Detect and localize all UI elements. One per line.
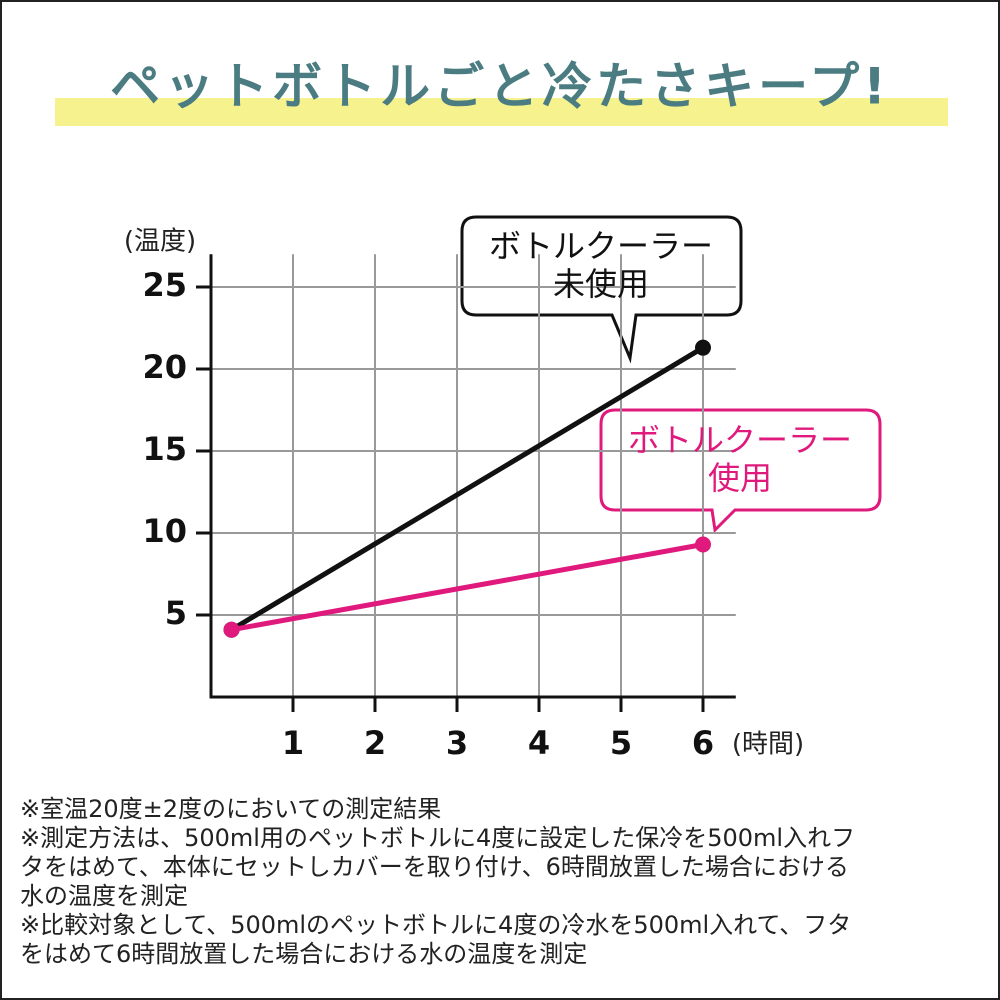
data-point <box>223 621 240 638</box>
y-tick-label: 10 <box>142 512 187 550</box>
x-tick-label: 2 <box>364 724 386 762</box>
y-tick-label: 5 <box>165 594 187 632</box>
footnote: ※比較対象として、500mlのペットボトルに4度の冷水を500ml入れて、フタ <box>20 911 851 939</box>
callout-text: ボトルクーラー <box>628 421 852 459</box>
data-point <box>695 339 711 356</box>
callout-text: ボトルクーラー <box>489 227 713 265</box>
footnote: 水の温度を測定 <box>20 882 188 910</box>
y-tick-label: 25 <box>142 266 187 304</box>
title-highlight <box>55 98 948 126</box>
data-point <box>695 536 711 553</box>
footnote: ※測定方法は、500ml用のペットボトルに4度に設定した保冷を500ml入れフ <box>20 824 855 852</box>
footnote: タをはめて、本体にセットしカバーを取り付け、6時間放置した場合における <box>20 853 849 881</box>
x-tick-label: 5 <box>610 724 632 762</box>
callout-box <box>599 408 882 534</box>
chart-title: ペットボトルごと冷たさキープ! <box>110 58 890 116</box>
y-tick-label: 15 <box>142 430 187 468</box>
footnote: ※室温20度±2度のにおいての測定結果 <box>20 795 441 823</box>
y-axis-label: (温度) <box>124 227 196 257</box>
x-tick-label: 1 <box>282 724 304 762</box>
x-tick-label: 3 <box>446 724 468 762</box>
axis <box>209 254 736 699</box>
callout-text: 使用 <box>708 459 772 497</box>
footnote: をはめて6時間放置した場合における水の温度を測定 <box>20 940 587 968</box>
callout-text: 未使用 <box>553 265 649 303</box>
x-axis-label: (時間) <box>732 730 804 760</box>
series-line <box>231 542 704 633</box>
series-line <box>230 345 705 632</box>
x-tick-label: 6 <box>692 724 714 762</box>
y-tick-label: 20 <box>142 348 187 386</box>
x-tick-label: 4 <box>528 724 550 762</box>
